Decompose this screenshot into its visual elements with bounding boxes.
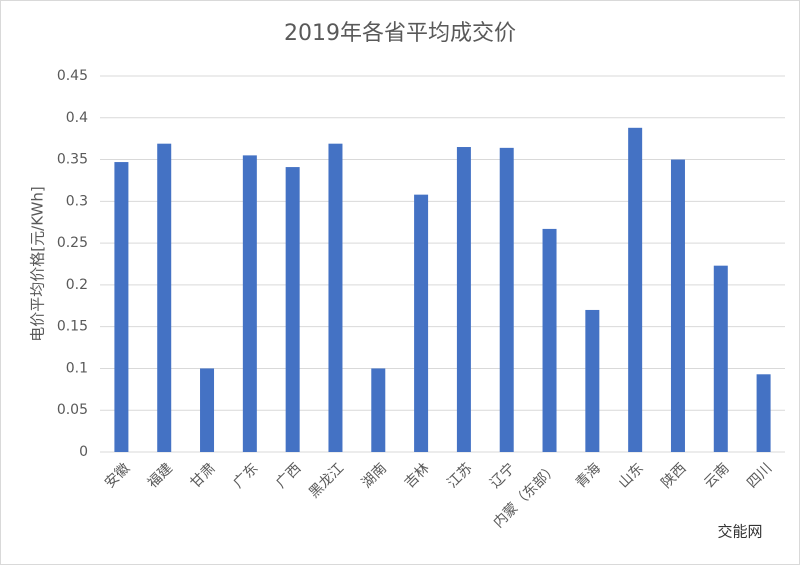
chart-title: 2019年各省平均成交价 <box>284 21 516 46</box>
bar <box>585 309 600 452</box>
bar <box>114 162 129 452</box>
y-axis-label: 电价平均价格[元/KWh] <box>29 186 47 341</box>
bar <box>414 194 429 452</box>
y-tick-label: 0.05 <box>57 402 88 418</box>
y-tick-label: 0.2 <box>66 277 88 293</box>
bar <box>328 143 343 452</box>
bar <box>456 147 471 452</box>
bar <box>285 167 300 452</box>
bar <box>670 159 685 453</box>
y-tick-label: 0.35 <box>57 152 88 168</box>
y-tick-label: 0.3 <box>66 193 88 209</box>
bar <box>157 143 172 452</box>
bar <box>371 368 386 452</box>
bar <box>713 265 728 452</box>
bar <box>200 368 215 452</box>
y-tick-label: 0 <box>79 444 88 460</box>
y-tick-label: 0.45 <box>57 68 88 84</box>
bar <box>628 127 643 452</box>
y-tick-label: 0.15 <box>57 319 88 335</box>
bar <box>756 374 771 452</box>
y-tick-label: 0.25 <box>57 235 88 251</box>
y-tick-label: 0.1 <box>66 360 88 376</box>
bar <box>499 147 514 452</box>
bar <box>542 228 557 452</box>
watermark: 交能网 <box>717 523 762 541</box>
y-tick-label: 0.4 <box>66 110 88 126</box>
bar <box>242 155 257 452</box>
